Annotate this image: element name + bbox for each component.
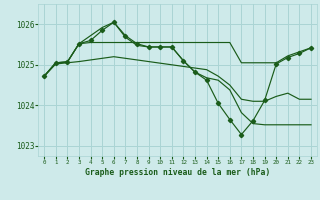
X-axis label: Graphe pression niveau de la mer (hPa): Graphe pression niveau de la mer (hPa) <box>85 168 270 177</box>
